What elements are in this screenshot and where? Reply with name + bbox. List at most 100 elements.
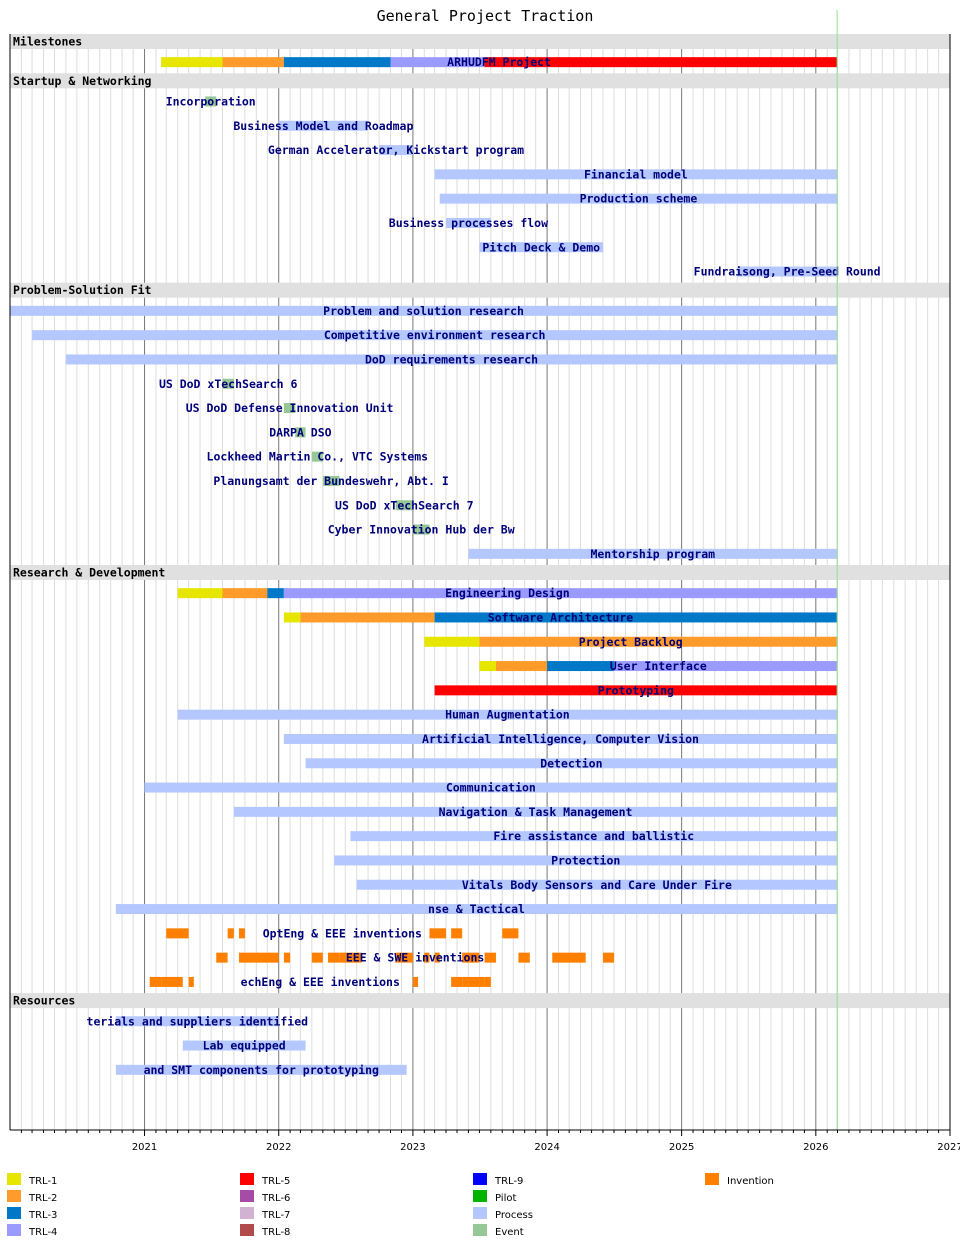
section-band bbox=[10, 282, 950, 298]
task-label: Production scheme bbox=[580, 192, 698, 206]
legend-swatch bbox=[7, 1207, 21, 1219]
task-labels: Milestones ARHUDFM Project Startup & Netwo… bbox=[13, 35, 881, 1077]
task-label: and SMT components for prototyping bbox=[144, 1063, 379, 1077]
task-bar bbox=[434, 612, 838, 623]
x-tick-label: 2027 bbox=[937, 1142, 960, 1153]
task-bar bbox=[115, 1016, 279, 1027]
task-bar bbox=[239, 928, 245, 939]
task-bar bbox=[115, 904, 838, 915]
task-bar bbox=[495, 661, 548, 672]
task-label: EEE & SWE inventions bbox=[346, 951, 484, 965]
task-bar bbox=[161, 976, 183, 987]
task-bar bbox=[379, 145, 413, 156]
task-label: US DoD xTechSearch 6 bbox=[159, 377, 298, 391]
task-bar bbox=[115, 1064, 407, 1075]
task-bars bbox=[10, 57, 838, 1075]
task-label: Prototyping bbox=[598, 683, 674, 697]
task-label: Incorporation bbox=[166, 94, 256, 108]
task-bar bbox=[283, 612, 301, 623]
task-label: Lab equipped bbox=[203, 1039, 286, 1053]
task-label: Engineering Design bbox=[445, 586, 570, 600]
task-bar bbox=[737, 266, 838, 277]
task-bar bbox=[188, 976, 194, 987]
task-bar bbox=[484, 57, 838, 68]
task-bar bbox=[222, 378, 234, 389]
task-bar bbox=[451, 928, 463, 939]
task-label: Project Backlog bbox=[579, 635, 683, 649]
task-label: Problem and solution research bbox=[323, 304, 524, 318]
section-label: Milestones bbox=[13, 35, 82, 49]
task-bar bbox=[305, 758, 838, 769]
task-label: Business Model and Roadmap bbox=[233, 119, 413, 133]
task-bar bbox=[311, 952, 323, 963]
x-tick-label: 2026 bbox=[803, 1142, 828, 1153]
task-bar bbox=[547, 661, 614, 672]
legend-swatch bbox=[473, 1190, 487, 1202]
legend-swatch bbox=[240, 1207, 254, 1219]
section-band bbox=[10, 993, 950, 1009]
task-bar bbox=[32, 330, 838, 341]
legend-label: TRL-6 bbox=[261, 1193, 290, 1204]
legend-swatch bbox=[473, 1207, 487, 1219]
task-bar bbox=[177, 588, 223, 599]
x-tick-label: 2022 bbox=[266, 1142, 291, 1153]
task-label: Lockheed Martin Co., VTC Systems bbox=[207, 450, 429, 464]
chart-title: General Project Traction bbox=[377, 7, 594, 25]
task-label: Navigation & Task Management bbox=[439, 805, 633, 819]
task-label: Business processes flow bbox=[389, 216, 548, 230]
legend-label: TRL-9 bbox=[494, 1176, 523, 1187]
legend-swatch bbox=[473, 1173, 487, 1185]
task-label: OptEng & EEE inventions bbox=[263, 926, 422, 940]
task-bar bbox=[602, 952, 614, 963]
task-bar bbox=[300, 612, 435, 623]
task-bar bbox=[144, 782, 838, 793]
section-band bbox=[10, 34, 950, 49]
task-bar bbox=[412, 524, 430, 535]
task-label: DARPA DSO bbox=[269, 425, 331, 439]
task-label: Protection bbox=[551, 853, 620, 867]
task-label: Communication bbox=[446, 781, 536, 795]
task-bar bbox=[412, 976, 419, 987]
x-tick-label: 2025 bbox=[669, 1142, 694, 1153]
task-label: US DoD Defense Innovation Unit bbox=[186, 401, 394, 415]
task-bar bbox=[445, 217, 491, 228]
task-label: Vitals Body Sensors and Care Under Fire bbox=[462, 878, 732, 892]
legend-swatch bbox=[7, 1173, 21, 1185]
task-bar bbox=[462, 976, 469, 987]
task-bar bbox=[339, 952, 362, 963]
legend-swatch bbox=[240, 1224, 254, 1236]
section-label: Problem-Solution Fit bbox=[13, 283, 152, 297]
section-band bbox=[10, 73, 950, 89]
legend-swatch bbox=[705, 1173, 719, 1185]
legend-swatch bbox=[7, 1190, 21, 1202]
legend-label: TRL-1 bbox=[28, 1176, 57, 1187]
task-label: nse & Tactical bbox=[428, 902, 525, 916]
task-bar bbox=[484, 976, 491, 987]
task-bar bbox=[65, 354, 838, 365]
task-bar bbox=[424, 636, 480, 647]
legend-label: TRL-2 bbox=[28, 1193, 57, 1204]
task-bar bbox=[395, 500, 413, 511]
task-bar bbox=[322, 475, 340, 486]
task-bar bbox=[267, 588, 284, 599]
task-label: US DoD xTechSearch 7 bbox=[335, 498, 474, 512]
task-bar bbox=[439, 193, 838, 204]
task-bar bbox=[434, 169, 838, 180]
task-bar bbox=[283, 403, 296, 414]
task-bar bbox=[161, 57, 223, 68]
task-bar bbox=[479, 636, 838, 647]
task-bar bbox=[468, 548, 838, 559]
task-bar bbox=[434, 952, 440, 963]
section-label: Startup & Networking bbox=[13, 74, 152, 88]
legend-label: Pilot bbox=[495, 1193, 516, 1204]
task-label: Fire assistance and ballistic bbox=[493, 829, 694, 843]
task-label: Planungsamt der Bundeswehr, Abt. I bbox=[213, 474, 448, 488]
section-label: Resources bbox=[13, 994, 75, 1008]
task-label: Software Architecture bbox=[488, 610, 633, 624]
task-bar bbox=[518, 952, 530, 963]
task-bar bbox=[484, 952, 496, 963]
task-label: terials and suppliers identified bbox=[87, 1014, 309, 1028]
x-tick-label: 2023 bbox=[400, 1142, 425, 1153]
task-bar bbox=[222, 57, 284, 68]
legend-label: Process bbox=[495, 1210, 533, 1221]
